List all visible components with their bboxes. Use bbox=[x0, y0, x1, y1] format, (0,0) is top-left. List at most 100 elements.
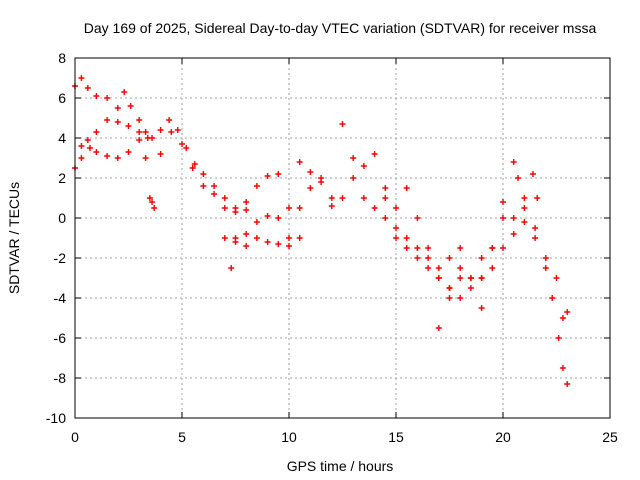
data-point bbox=[446, 295, 453, 301]
series-satellite-track-G bbox=[296, 121, 399, 211]
data-point bbox=[403, 245, 410, 251]
data-point bbox=[510, 215, 517, 221]
y-tick-label: 2 bbox=[58, 170, 66, 186]
y-tick-label: -2 bbox=[54, 250, 67, 266]
data-point bbox=[104, 117, 111, 123]
data-point bbox=[243, 231, 250, 237]
data-point bbox=[521, 205, 528, 211]
x-tick-label: 10 bbox=[281, 429, 297, 445]
data-point bbox=[144, 135, 151, 141]
data-point bbox=[296, 235, 303, 241]
data-point bbox=[275, 171, 282, 177]
data-point bbox=[446, 285, 453, 291]
data-point bbox=[127, 103, 134, 109]
data-point bbox=[211, 183, 218, 189]
data-point bbox=[382, 195, 389, 201]
chart-title: Day 169 of 2025, Sidereal Day-to-day VTE… bbox=[84, 20, 597, 36]
data-point bbox=[78, 143, 85, 149]
y-tick-label: 6 bbox=[58, 90, 66, 106]
data-point bbox=[500, 199, 506, 205]
data-point bbox=[228, 265, 235, 271]
data-point bbox=[166, 117, 173, 123]
data-point bbox=[529, 171, 536, 177]
data-point bbox=[84, 137, 91, 143]
data-point bbox=[425, 245, 432, 251]
data-point bbox=[532, 225, 539, 231]
data-point bbox=[559, 365, 566, 371]
data-point bbox=[393, 235, 399, 241]
y-tick-label: 8 bbox=[58, 50, 66, 66]
y-tick-label: -4 bbox=[54, 290, 67, 306]
data-point bbox=[286, 205, 292, 211]
plot-frame bbox=[74, 57, 611, 419]
data-point bbox=[174, 127, 181, 133]
data-point bbox=[243, 207, 250, 213]
data-point bbox=[371, 151, 378, 157]
data-point bbox=[393, 205, 399, 211]
data-point bbox=[136, 137, 143, 143]
data-point bbox=[360, 195, 367, 201]
data-point bbox=[489, 265, 496, 271]
data-point bbox=[78, 155, 85, 161]
data-point bbox=[521, 219, 528, 225]
data-point bbox=[542, 265, 549, 271]
series-satellite-track-K bbox=[403, 185, 485, 311]
data-point bbox=[93, 129, 100, 135]
data-point bbox=[435, 275, 442, 281]
data-point bbox=[553, 275, 560, 281]
series-satellite-track-J bbox=[478, 159, 541, 281]
series-satellite-track-I bbox=[435, 219, 571, 331]
data-point bbox=[146, 195, 153, 201]
data-point bbox=[414, 255, 421, 261]
data-point bbox=[542, 255, 549, 261]
data-point bbox=[564, 309, 571, 315]
data-point bbox=[328, 203, 335, 209]
data-point bbox=[275, 215, 282, 221]
data-point bbox=[104, 95, 111, 101]
grid-lines bbox=[75, 58, 610, 418]
data-point bbox=[200, 183, 207, 189]
data-point bbox=[232, 235, 239, 241]
y-tick-label: 0 bbox=[58, 210, 66, 226]
series-satellite-track-C bbox=[78, 117, 158, 211]
data-point bbox=[84, 85, 91, 91]
data-point bbox=[211, 191, 218, 197]
data-point bbox=[142, 155, 149, 161]
data-point bbox=[414, 245, 421, 251]
data-point bbox=[93, 149, 100, 155]
data-point bbox=[457, 275, 464, 281]
data-point bbox=[478, 255, 485, 261]
x-tick-label: 15 bbox=[388, 429, 404, 445]
data-point bbox=[243, 199, 250, 205]
data-point bbox=[549, 295, 556, 301]
data-point bbox=[114, 119, 121, 125]
series-satellite-track-A bbox=[72, 75, 250, 213]
data-point bbox=[514, 175, 521, 181]
data-points bbox=[72, 75, 571, 387]
data-point bbox=[532, 235, 539, 241]
data-point bbox=[221, 205, 228, 211]
data-point bbox=[564, 381, 571, 387]
data-point bbox=[183, 145, 190, 151]
data-point bbox=[275, 241, 282, 247]
data-point bbox=[151, 205, 158, 211]
data-point bbox=[121, 89, 128, 95]
data-point bbox=[93, 93, 100, 99]
y-tick-label: 4 bbox=[58, 130, 66, 146]
series-satellite-track-H bbox=[382, 195, 571, 387]
data-point bbox=[296, 159, 303, 165]
x-tick-label: 25 bbox=[602, 429, 618, 445]
axis-ticks: 0 5 10 15 20 25 -10 -8 -6 -4 -2 0 2 4 6 8 bbox=[46, 50, 618, 445]
data-point bbox=[350, 175, 357, 181]
data-point bbox=[510, 159, 517, 165]
data-point bbox=[500, 245, 506, 251]
y-axis-label: SDTVAR / TECUs bbox=[6, 182, 22, 294]
data-point bbox=[307, 169, 314, 175]
data-point bbox=[189, 165, 196, 171]
data-point bbox=[307, 185, 314, 191]
data-point bbox=[457, 295, 464, 301]
data-point bbox=[142, 129, 149, 135]
data-point bbox=[243, 243, 250, 249]
data-point bbox=[467, 285, 474, 291]
data-point bbox=[296, 205, 303, 211]
